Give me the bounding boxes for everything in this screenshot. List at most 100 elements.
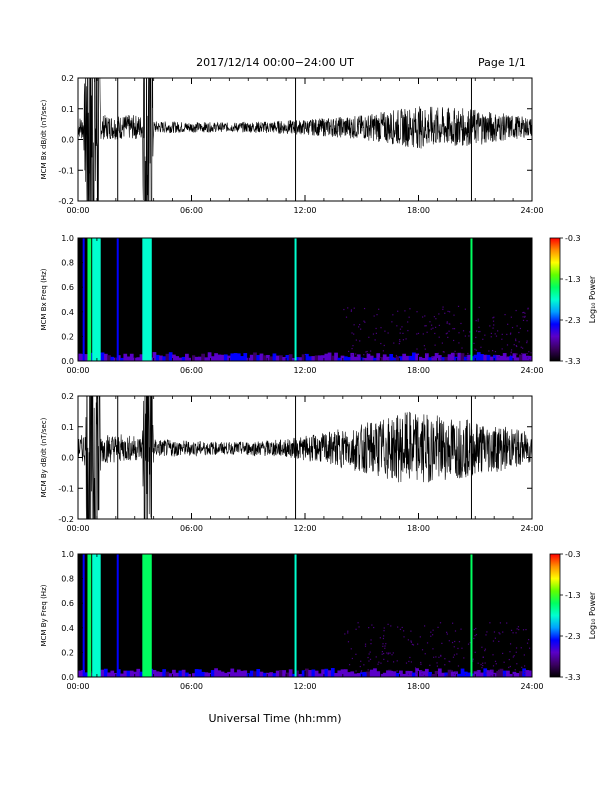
noise-speck <box>386 359 388 361</box>
low-frequency-cell <box>379 673 384 677</box>
noise-speck <box>344 633 346 635</box>
low-frequency-cell <box>519 354 523 361</box>
low-frequency-cell <box>376 671 381 677</box>
noise-speck <box>373 315 375 317</box>
noise-speck <box>416 671 418 673</box>
noise-speck <box>456 653 458 655</box>
noise-speck <box>409 656 411 659</box>
low-frequency-cell <box>155 354 160 361</box>
y-tick-label: 1.0 <box>61 550 74 559</box>
low-frequency-cell <box>457 673 462 677</box>
noise-speck <box>417 332 420 335</box>
noise-speck <box>453 646 455 648</box>
noise-speck <box>519 327 522 330</box>
noise-speck <box>396 670 398 672</box>
spectrogram-cells <box>78 238 532 361</box>
low-frequency-cell <box>292 357 296 361</box>
noise-speck <box>359 340 361 342</box>
noise-speck <box>484 648 486 650</box>
low-frequency-cell <box>392 671 397 677</box>
y-tick-label: 0.8 <box>61 259 74 268</box>
noise-speck <box>367 656 369 659</box>
noise-speck <box>520 346 522 348</box>
low-frequency-cell <box>515 357 520 361</box>
noise-speck <box>528 647 531 649</box>
noise-speck <box>420 663 422 665</box>
noise-speck <box>521 671 523 673</box>
noise-speck <box>410 630 412 632</box>
noise-speck <box>501 333 503 335</box>
noise-speck <box>355 628 357 630</box>
impulse-line-4 <box>470 238 473 361</box>
low-frequency-cell <box>236 669 241 677</box>
noise-speck <box>523 673 526 675</box>
noise-speck <box>434 344 436 346</box>
x-tick-label: 18:00 <box>407 366 430 375</box>
noise-speck <box>523 311 525 314</box>
noise-speck <box>516 325 518 327</box>
noise-speck <box>526 353 528 355</box>
noise-speck <box>352 345 354 347</box>
noise-speck <box>410 661 412 663</box>
low-frequency-cell <box>220 354 225 361</box>
noise-speck <box>446 674 448 677</box>
noise-speck <box>435 656 437 658</box>
low-frequency-cell <box>288 669 293 677</box>
low-frequency-cell <box>311 669 316 677</box>
noise-speck <box>468 335 470 337</box>
noise-speck <box>506 622 508 624</box>
noise-speck <box>430 635 432 637</box>
colorbar-tick-label: -1.3 <box>565 591 581 600</box>
low-frequency-cell <box>441 357 445 361</box>
low-frequency-cell <box>240 356 244 361</box>
low-frequency-cell <box>172 354 176 361</box>
noise-speck <box>387 660 389 662</box>
y-tick-label: 0.4 <box>61 624 74 633</box>
y-tick-label: -0.2 <box>58 515 74 524</box>
noise-speck <box>396 660 398 662</box>
noise-speck <box>384 330 386 332</box>
noise-speck <box>494 354 496 357</box>
low-frequency-cell <box>178 670 183 677</box>
y-tick-label: 0.1 <box>61 423 74 432</box>
noise-speck <box>416 348 418 350</box>
noise-speck <box>425 353 428 355</box>
noise-speck <box>407 673 410 675</box>
low-frequency-cell <box>363 671 368 677</box>
low-frequency-cell <box>159 355 163 361</box>
noise-speck <box>528 639 530 641</box>
low-frequency-cell <box>152 352 157 361</box>
noise-speck <box>514 669 516 671</box>
noise-speck <box>526 320 528 322</box>
noise-speck <box>390 669 392 672</box>
noise-speck <box>454 350 456 352</box>
low-frequency-cell <box>330 355 335 361</box>
noise-speck <box>380 662 382 664</box>
noise-speck <box>381 651 384 653</box>
noise-speck <box>498 640 500 643</box>
noise-speck <box>526 357 529 359</box>
noise-speck <box>515 309 517 312</box>
noise-speck <box>480 346 482 348</box>
low-frequency-cell <box>285 672 290 677</box>
noise-speck <box>347 630 349 632</box>
noise-speck <box>348 664 351 666</box>
low-frequency-cell <box>356 673 361 677</box>
noise-speck <box>466 357 468 359</box>
low-frequency-cell <box>369 669 374 677</box>
noise-speck <box>448 330 450 332</box>
noise-speck <box>433 316 435 318</box>
noise-speck <box>469 642 471 644</box>
noise-speck <box>434 326 437 328</box>
noise-speck <box>437 352 439 355</box>
noise-speck <box>523 654 525 656</box>
noise-speck <box>460 628 462 630</box>
low-frequency-cell <box>311 356 316 361</box>
noise-speck <box>479 330 481 333</box>
y-tick-label: 0.0 <box>61 673 74 682</box>
colorbar-label: Log₁₀ Power <box>588 275 597 323</box>
noise-speck <box>402 339 405 341</box>
low-frequency-cell <box>282 670 287 677</box>
colorbar-label: Log₁₀ Power <box>588 591 597 639</box>
noise-speck <box>440 357 442 359</box>
